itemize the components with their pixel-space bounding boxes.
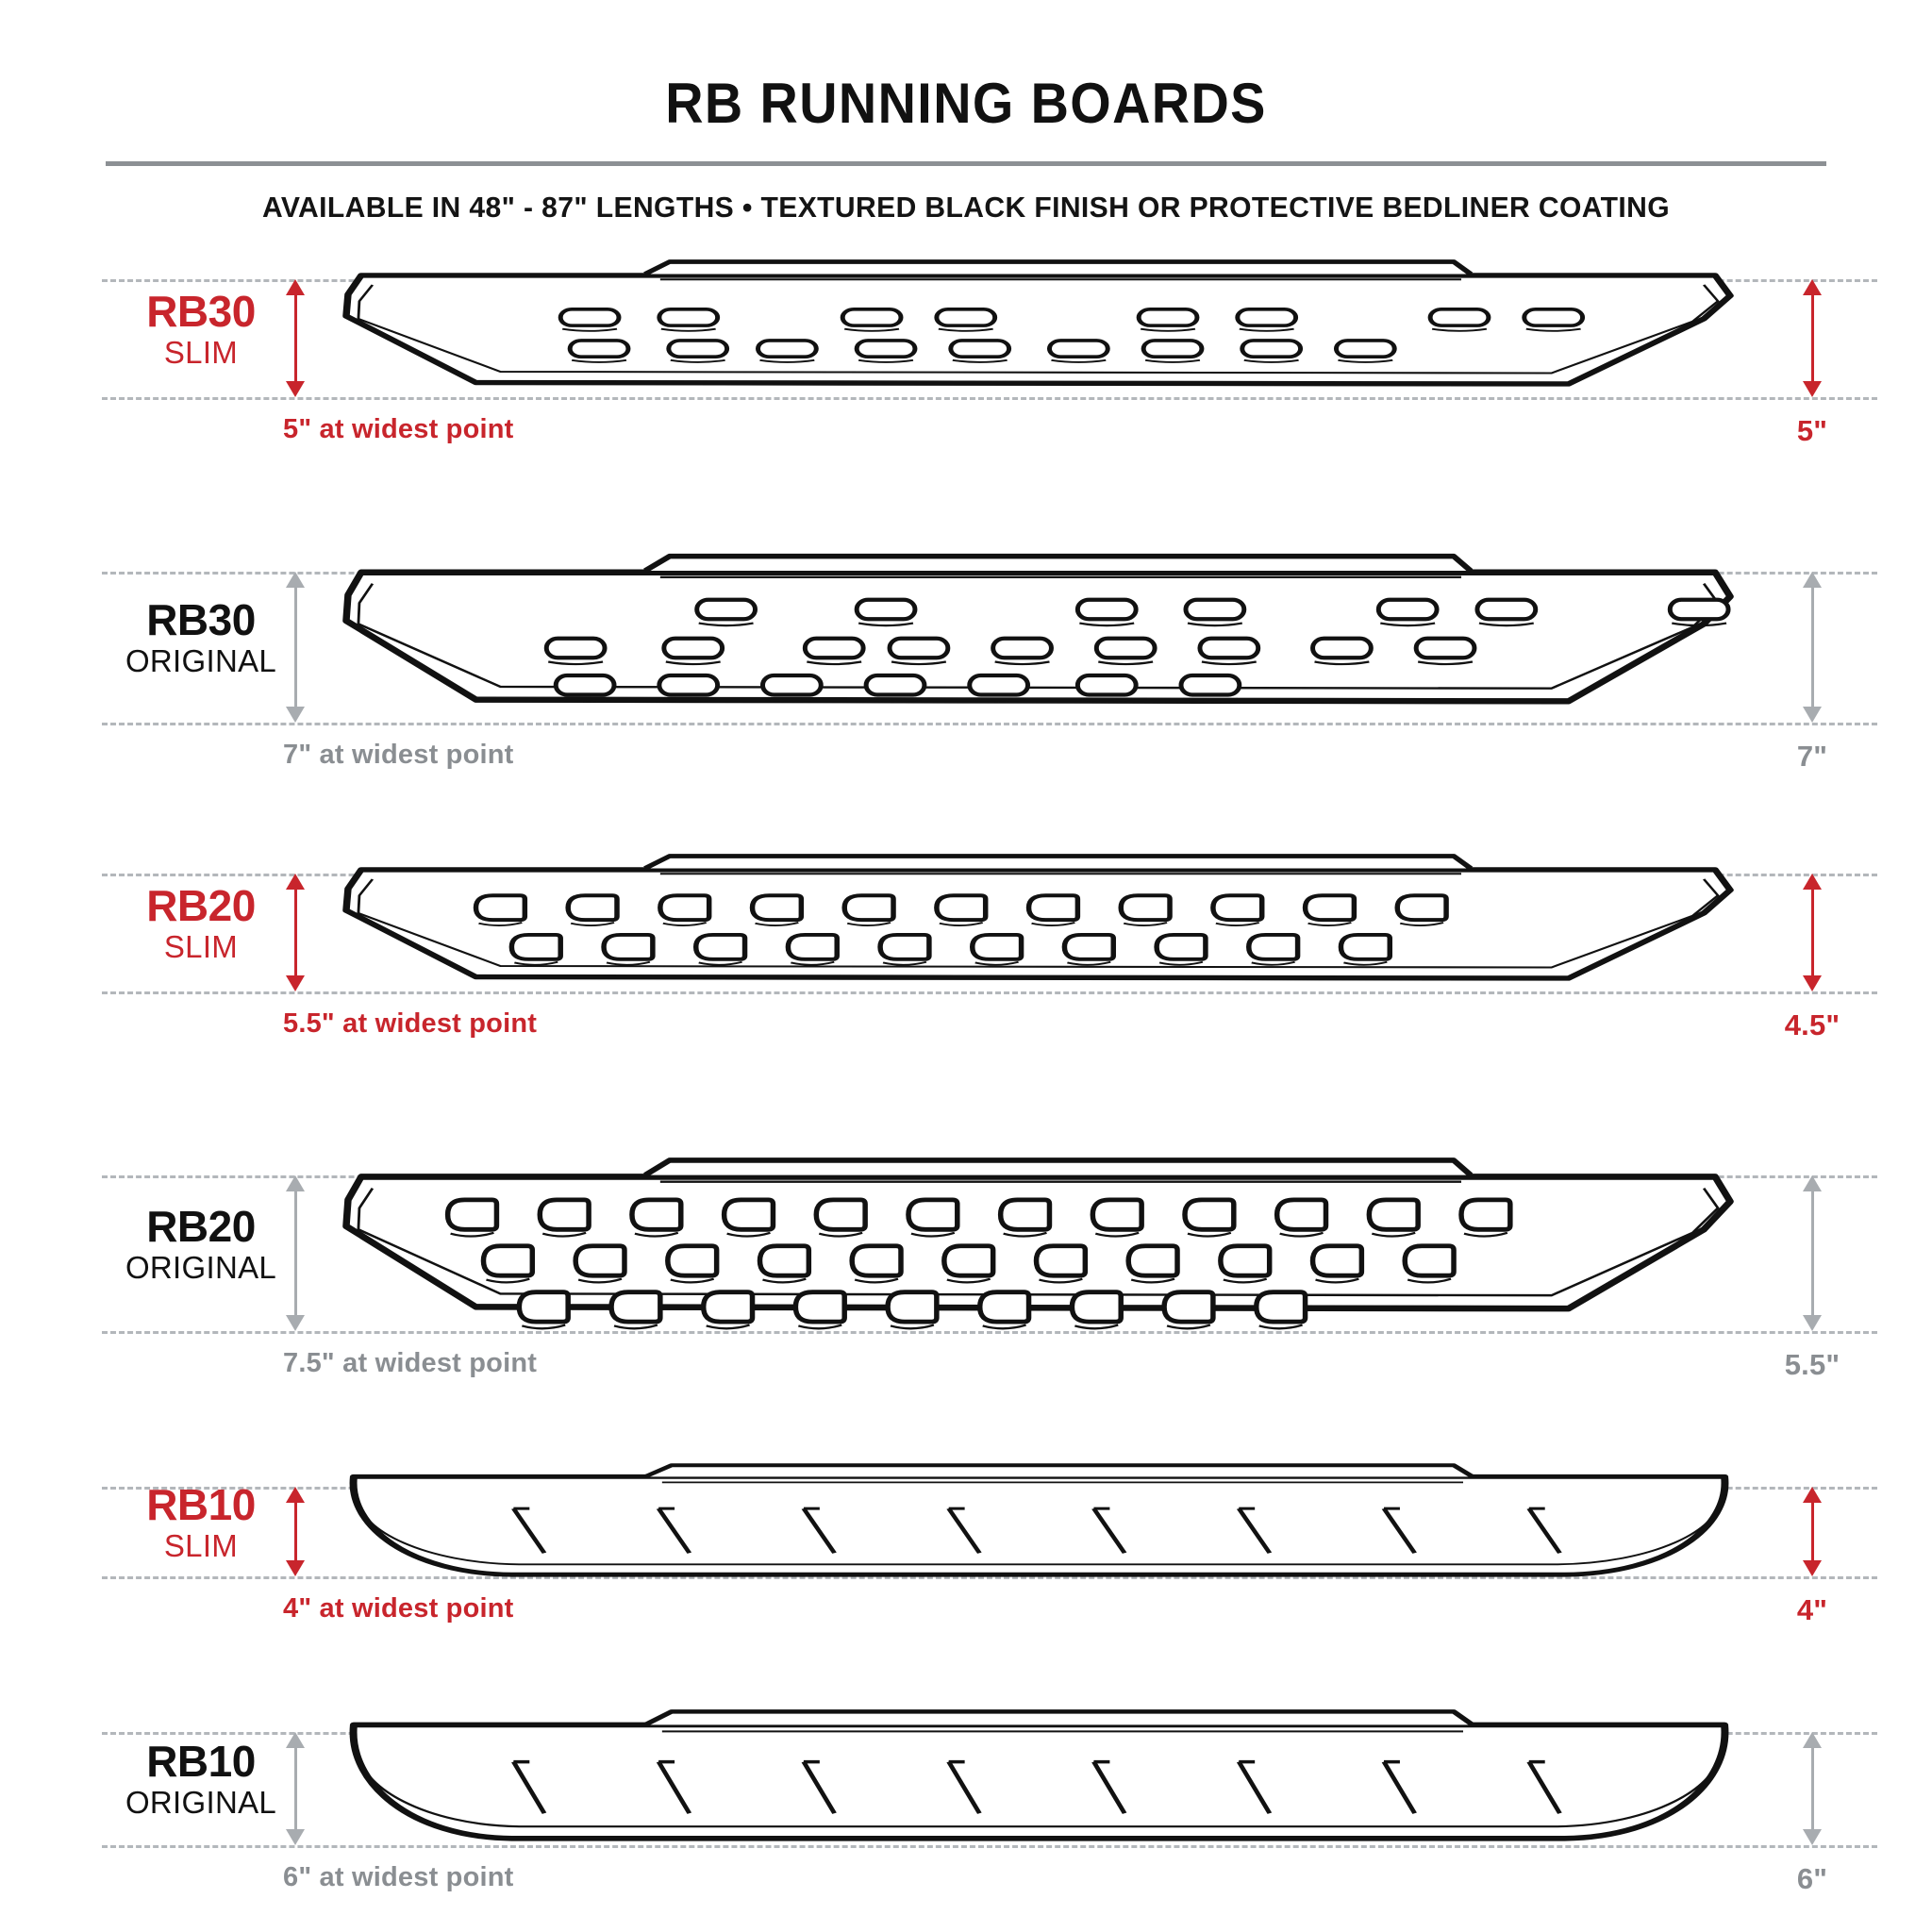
arrow-head-up-icon bbox=[286, 279, 305, 295]
product-variant: SLIM bbox=[163, 1527, 239, 1563]
height-dimension-arrow bbox=[1800, 1487, 1824, 1576]
arrow-head-up-icon bbox=[1803, 279, 1822, 295]
guide-line-bottom bbox=[102, 723, 1877, 725]
arrow-head-down-icon bbox=[1803, 381, 1822, 397]
height-dimension-arrow bbox=[1800, 1175, 1824, 1331]
arrow-head-up-icon bbox=[1803, 1487, 1822, 1503]
arrow-head-down-icon bbox=[1803, 707, 1822, 723]
width-dimension-arrow bbox=[283, 1175, 308, 1331]
header-subtitle: AVAILABLE IN 48" - 87" LENGTHS • TEXTURE… bbox=[261, 191, 1671, 224]
height-caption: 7" bbox=[1796, 740, 1828, 773]
product-label: RB10 SLIM bbox=[111, 1483, 291, 1564]
guide-line-bottom bbox=[102, 1845, 1877, 1848]
arrow-head-up-icon bbox=[1803, 572, 1822, 588]
board-illustration bbox=[335, 251, 1745, 427]
width-dimension-arrow bbox=[283, 874, 308, 991]
arrow-shaft bbox=[1811, 580, 1814, 714]
arrow-shaft bbox=[294, 1184, 297, 1323]
arrow-head-down-icon bbox=[1803, 1560, 1822, 1576]
arrow-shaft bbox=[1811, 882, 1814, 983]
arrow-head-up-icon bbox=[286, 1175, 305, 1191]
arrow-head-down-icon bbox=[286, 975, 305, 991]
width-caption: 5.5" at widest point bbox=[283, 1008, 538, 1039]
arrow-head-up-icon bbox=[1803, 874, 1822, 890]
arrow-shaft bbox=[1811, 1495, 1814, 1568]
arrow-shaft bbox=[1811, 1740, 1814, 1837]
product-model: RB20 bbox=[146, 1201, 256, 1251]
product-label: RB10 ORIGINAL bbox=[111, 1740, 291, 1821]
product-label: RB20 SLIM bbox=[111, 884, 291, 965]
arrow-head-down-icon bbox=[286, 1315, 305, 1331]
product-variant: ORIGINAL bbox=[125, 643, 277, 678]
product-label: RB30 ORIGINAL bbox=[111, 598, 291, 679]
height-dimension-arrow bbox=[1800, 874, 1824, 991]
height-dimension-arrow bbox=[1800, 572, 1824, 723]
arrow-head-up-icon bbox=[286, 1732, 305, 1748]
guide-line-bottom bbox=[102, 1576, 1877, 1579]
guide-line-bottom bbox=[102, 1331, 1877, 1334]
arrow-head-down-icon bbox=[1803, 1315, 1822, 1331]
width-caption: 4" at widest point bbox=[283, 1593, 514, 1624]
product-model: RB20 bbox=[146, 880, 256, 930]
product-variant: SLIM bbox=[163, 334, 239, 370]
width-dimension-arrow bbox=[283, 572, 308, 723]
product-label: RB20 ORIGINAL bbox=[111, 1205, 291, 1286]
arrow-shaft bbox=[1811, 1184, 1814, 1323]
product-model: RB10 bbox=[146, 1479, 256, 1529]
arrow-shaft bbox=[294, 1740, 297, 1837]
height-caption: 4" bbox=[1796, 1593, 1828, 1626]
width-caption: 7" at widest point bbox=[283, 740, 514, 770]
product-variant: SLIM bbox=[163, 928, 239, 964]
arrow-shaft bbox=[294, 1495, 297, 1568]
height-dimension-arrow bbox=[1800, 279, 1824, 397]
height-caption: 5.5" bbox=[1784, 1348, 1840, 1381]
arrow-head-down-icon bbox=[286, 1560, 305, 1576]
header-divider bbox=[106, 161, 1826, 166]
arrow-head-down-icon bbox=[286, 1829, 305, 1845]
guide-line-bottom bbox=[102, 991, 1877, 994]
arrow-head-down-icon bbox=[286, 381, 305, 397]
width-dimension-arrow bbox=[283, 1487, 308, 1576]
width-caption: 5" at widest point bbox=[283, 414, 514, 444]
arrow-head-down-icon bbox=[1803, 975, 1822, 991]
product-label: RB30 SLIM bbox=[111, 290, 291, 371]
page-title: RB RUNNING BOARDS bbox=[665, 72, 1267, 135]
board-illustration bbox=[335, 1704, 1745, 1875]
guide-line-bottom bbox=[102, 397, 1877, 400]
arrow-head-down-icon bbox=[1803, 1829, 1822, 1845]
arrow-shaft bbox=[294, 580, 297, 714]
height-caption: 6" bbox=[1796, 1862, 1828, 1895]
board-illustration bbox=[335, 845, 1745, 1022]
board-illustration bbox=[335, 543, 1745, 753]
arrow-head-up-icon bbox=[286, 572, 305, 588]
product-variant: ORIGINAL bbox=[125, 1249, 277, 1285]
board-illustration bbox=[335, 1147, 1745, 1361]
product-model: RB30 bbox=[146, 595, 256, 644]
height-caption: 4.5" bbox=[1784, 1008, 1840, 1041]
header: RB RUNNING BOARDS AVAILABLE IN 48" - 87"… bbox=[0, 0, 1932, 225]
arrow-head-down-icon bbox=[286, 707, 305, 723]
arrow-head-up-icon bbox=[286, 874, 305, 890]
width-caption: 7.5" at widest point bbox=[283, 1348, 538, 1378]
arrow-head-up-icon bbox=[1803, 1732, 1822, 1748]
arrow-head-up-icon bbox=[286, 1487, 305, 1503]
product-model: RB10 bbox=[146, 1737, 256, 1786]
board-illustration bbox=[335, 1458, 1745, 1607]
width-caption: 6" at widest point bbox=[283, 1862, 514, 1892]
product-model: RB30 bbox=[146, 286, 256, 336]
height-dimension-arrow bbox=[1800, 1732, 1824, 1845]
width-dimension-arrow bbox=[283, 279, 308, 397]
arrow-shaft bbox=[1811, 288, 1814, 389]
height-caption: 5" bbox=[1796, 414, 1828, 447]
arrow-shaft bbox=[294, 288, 297, 389]
width-dimension-arrow bbox=[283, 1732, 308, 1845]
arrow-head-up-icon bbox=[1803, 1175, 1822, 1191]
product-variant: ORIGINAL bbox=[125, 1785, 277, 1820]
arrow-shaft bbox=[294, 882, 297, 983]
